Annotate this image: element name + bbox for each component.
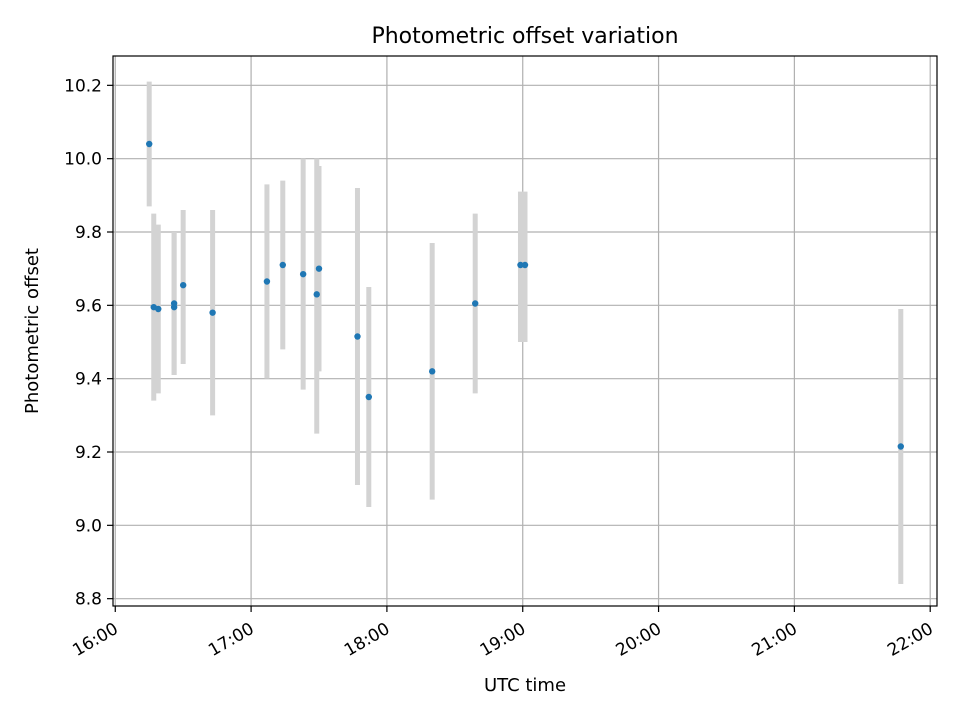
plot-frame xyxy=(112,55,938,607)
y-axis-label: Photometric offset xyxy=(22,248,43,414)
x-tick-label: 16:00 xyxy=(69,619,121,661)
chart-title: Photometric offset variation xyxy=(371,24,678,49)
data-point xyxy=(897,443,904,450)
y-tick-label: 10.2 xyxy=(64,76,102,96)
data-point xyxy=(521,261,529,269)
data-point xyxy=(428,368,436,375)
y-tick-label: 8.8 xyxy=(75,590,102,610)
y-tick-label: 9.8 xyxy=(75,223,102,243)
x-tick-label: 19:00 xyxy=(477,619,529,661)
data-point xyxy=(365,393,373,401)
data-point xyxy=(155,305,162,313)
y-tick-label: 9.0 xyxy=(75,516,102,536)
data-point xyxy=(313,291,320,298)
x-tick-label: 21:00 xyxy=(748,619,800,661)
y-tick-label: 9.6 xyxy=(75,296,102,316)
data-point xyxy=(471,300,479,307)
data-point xyxy=(263,278,271,285)
data-point xyxy=(354,333,361,340)
x-tick-label: 17:00 xyxy=(205,619,257,661)
x-tick-label: 22:00 xyxy=(884,619,936,661)
data-point xyxy=(517,261,524,269)
y-tick-label: 9.2 xyxy=(75,443,102,463)
point-layer xyxy=(146,140,904,450)
y-tick-label: 9.4 xyxy=(75,370,102,390)
errorbar-layer xyxy=(146,81,904,584)
data-point xyxy=(170,300,178,307)
x-tick-label: 20:00 xyxy=(613,619,665,661)
x-axis-label: UTC time xyxy=(484,675,566,696)
data-point xyxy=(146,140,153,148)
data-point xyxy=(315,265,323,272)
x-axis-ticks: 16:00 17:00 18:00 19:00 20:00 21:00 22:00 xyxy=(69,606,937,661)
data-point xyxy=(179,281,187,289)
data-point xyxy=(279,261,286,269)
x-tick-label: 18:00 xyxy=(341,619,393,661)
data-point xyxy=(299,270,307,278)
y-tick-label: 10.0 xyxy=(64,150,102,170)
data-point xyxy=(209,309,216,316)
y-axis-ticks: 8.8 9.0 9.2 9.4 9.6 9.8 10.0 10.2 xyxy=(64,76,113,610)
